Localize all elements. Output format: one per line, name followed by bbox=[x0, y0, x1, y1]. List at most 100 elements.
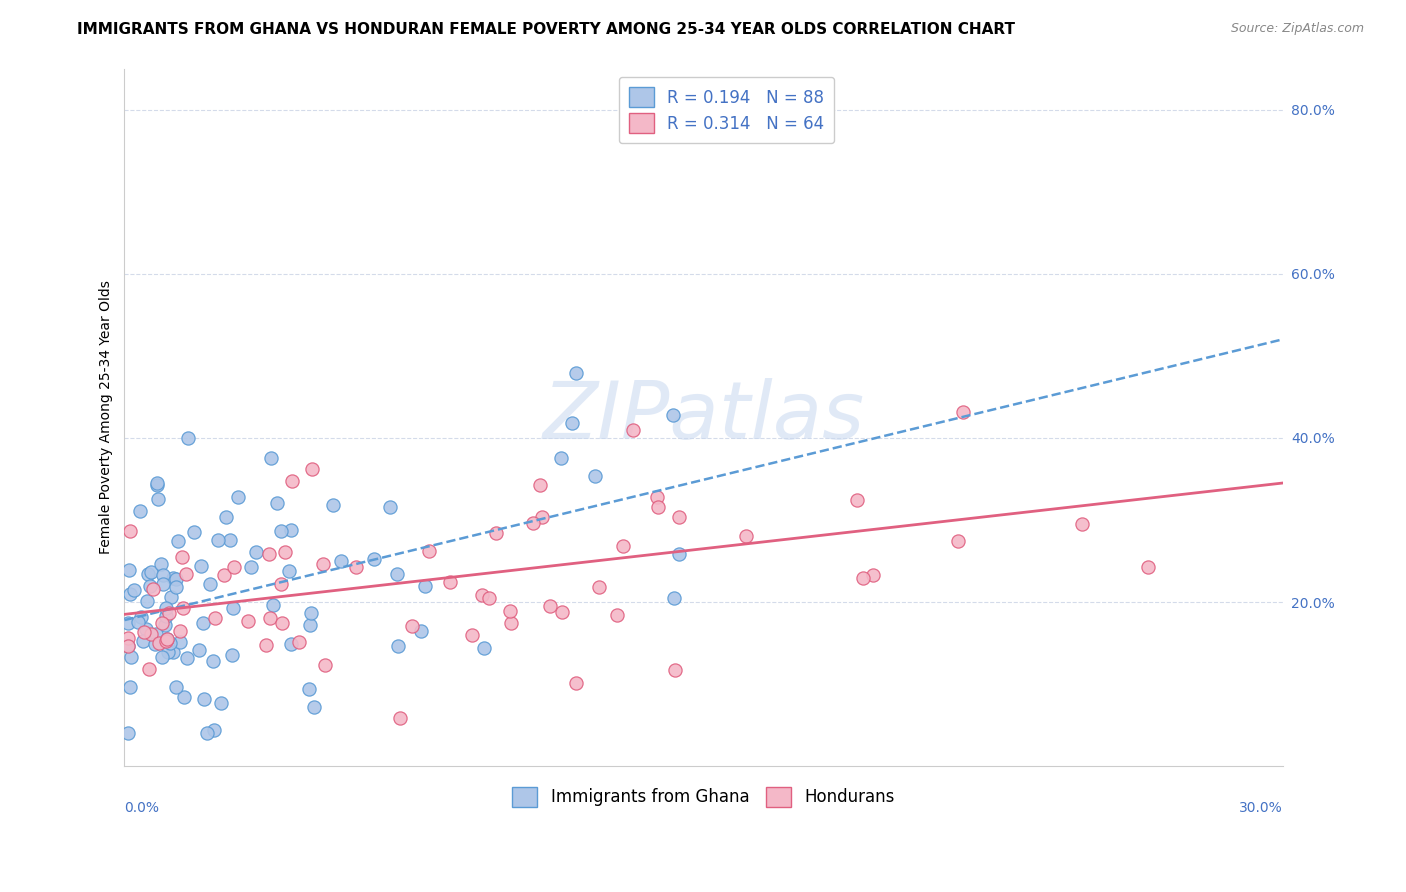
Point bbox=[299, 617, 322, 632]
Point bbox=[564, 367, 586, 381]
Point bbox=[201, 654, 224, 668]
Point bbox=[389, 711, 412, 725]
Point bbox=[322, 499, 344, 513]
Point bbox=[363, 551, 385, 566]
Point bbox=[146, 478, 169, 492]
Point bbox=[165, 572, 187, 586]
Point bbox=[550, 451, 572, 466]
Point bbox=[127, 615, 149, 630]
Point bbox=[270, 577, 292, 591]
Point bbox=[136, 566, 159, 581]
Point bbox=[612, 540, 634, 554]
Point bbox=[155, 601, 177, 615]
Point bbox=[218, 533, 240, 548]
Point bbox=[378, 500, 401, 515]
Point bbox=[260, 450, 283, 465]
Text: IMMIGRANTS FROM GHANA VS HONDURAN FEMALE POVERTY AMONG 25-34 YEAR OLDS CORRELATI: IMMIGRANTS FROM GHANA VS HONDURAN FEMALE… bbox=[77, 22, 1015, 37]
Text: 0.0%: 0.0% bbox=[125, 801, 159, 815]
Point bbox=[202, 723, 225, 737]
Point bbox=[301, 462, 323, 476]
Point bbox=[209, 697, 232, 711]
Point bbox=[162, 645, 184, 659]
Point bbox=[565, 676, 588, 690]
Point bbox=[583, 468, 606, 483]
Point bbox=[278, 564, 301, 578]
Point bbox=[270, 524, 292, 538]
Point bbox=[129, 610, 152, 624]
Text: Source: ZipAtlas.com: Source: ZipAtlas.com bbox=[1230, 22, 1364, 36]
Point bbox=[165, 680, 187, 694]
Point bbox=[280, 637, 302, 651]
Point bbox=[529, 478, 551, 492]
Point bbox=[474, 640, 496, 655]
Point bbox=[195, 726, 218, 740]
Point bbox=[146, 491, 169, 506]
Point bbox=[132, 624, 155, 639]
Point bbox=[120, 524, 142, 538]
Point bbox=[212, 568, 235, 582]
Point bbox=[1070, 516, 1092, 531]
Point bbox=[139, 627, 162, 641]
Point bbox=[621, 423, 644, 437]
Point bbox=[281, 475, 304, 489]
Point bbox=[150, 615, 173, 630]
Point bbox=[170, 549, 193, 564]
Point bbox=[153, 617, 176, 632]
Point bbox=[159, 636, 181, 650]
Point bbox=[162, 571, 184, 585]
Point bbox=[413, 579, 436, 593]
Point bbox=[117, 616, 139, 631]
Point bbox=[531, 509, 554, 524]
Point bbox=[948, 534, 970, 549]
Point bbox=[647, 490, 669, 504]
Point bbox=[647, 500, 669, 514]
Point bbox=[668, 509, 690, 524]
Point bbox=[271, 615, 294, 630]
Point bbox=[200, 576, 222, 591]
Point bbox=[117, 639, 139, 653]
Point bbox=[862, 568, 884, 582]
Point bbox=[222, 601, 245, 615]
Point bbox=[485, 525, 508, 540]
Point bbox=[664, 664, 686, 678]
Point bbox=[176, 650, 198, 665]
Point bbox=[215, 510, 238, 524]
Point bbox=[540, 599, 562, 614]
Point bbox=[193, 692, 215, 706]
Point bbox=[498, 604, 520, 618]
Point bbox=[245, 544, 267, 558]
Point bbox=[152, 577, 174, 591]
Point bbox=[117, 631, 139, 645]
Point bbox=[735, 529, 758, 543]
Point bbox=[401, 619, 423, 633]
Point bbox=[668, 547, 690, 561]
Point bbox=[131, 634, 153, 648]
Point bbox=[187, 643, 209, 657]
Point bbox=[118, 562, 141, 576]
Point bbox=[169, 634, 191, 648]
Point bbox=[160, 590, 183, 604]
Point bbox=[221, 648, 243, 662]
Point bbox=[501, 616, 523, 631]
Point bbox=[588, 581, 610, 595]
Point bbox=[662, 591, 685, 605]
Point bbox=[183, 524, 205, 539]
Point bbox=[478, 591, 501, 606]
Text: ZIPatlas: ZIPatlas bbox=[543, 378, 865, 457]
Point bbox=[190, 558, 212, 573]
Point bbox=[471, 588, 494, 602]
Point bbox=[172, 601, 194, 615]
Point bbox=[157, 644, 180, 658]
Point bbox=[124, 582, 146, 597]
Point bbox=[274, 544, 297, 558]
Point bbox=[118, 680, 141, 694]
Point bbox=[606, 607, 628, 622]
Point bbox=[173, 690, 195, 704]
Text: 30.0%: 30.0% bbox=[1239, 801, 1282, 815]
Point bbox=[550, 606, 572, 620]
Point bbox=[169, 624, 191, 639]
Point bbox=[150, 649, 173, 664]
Point bbox=[439, 575, 461, 590]
Point bbox=[952, 404, 974, 418]
Point bbox=[385, 567, 408, 582]
